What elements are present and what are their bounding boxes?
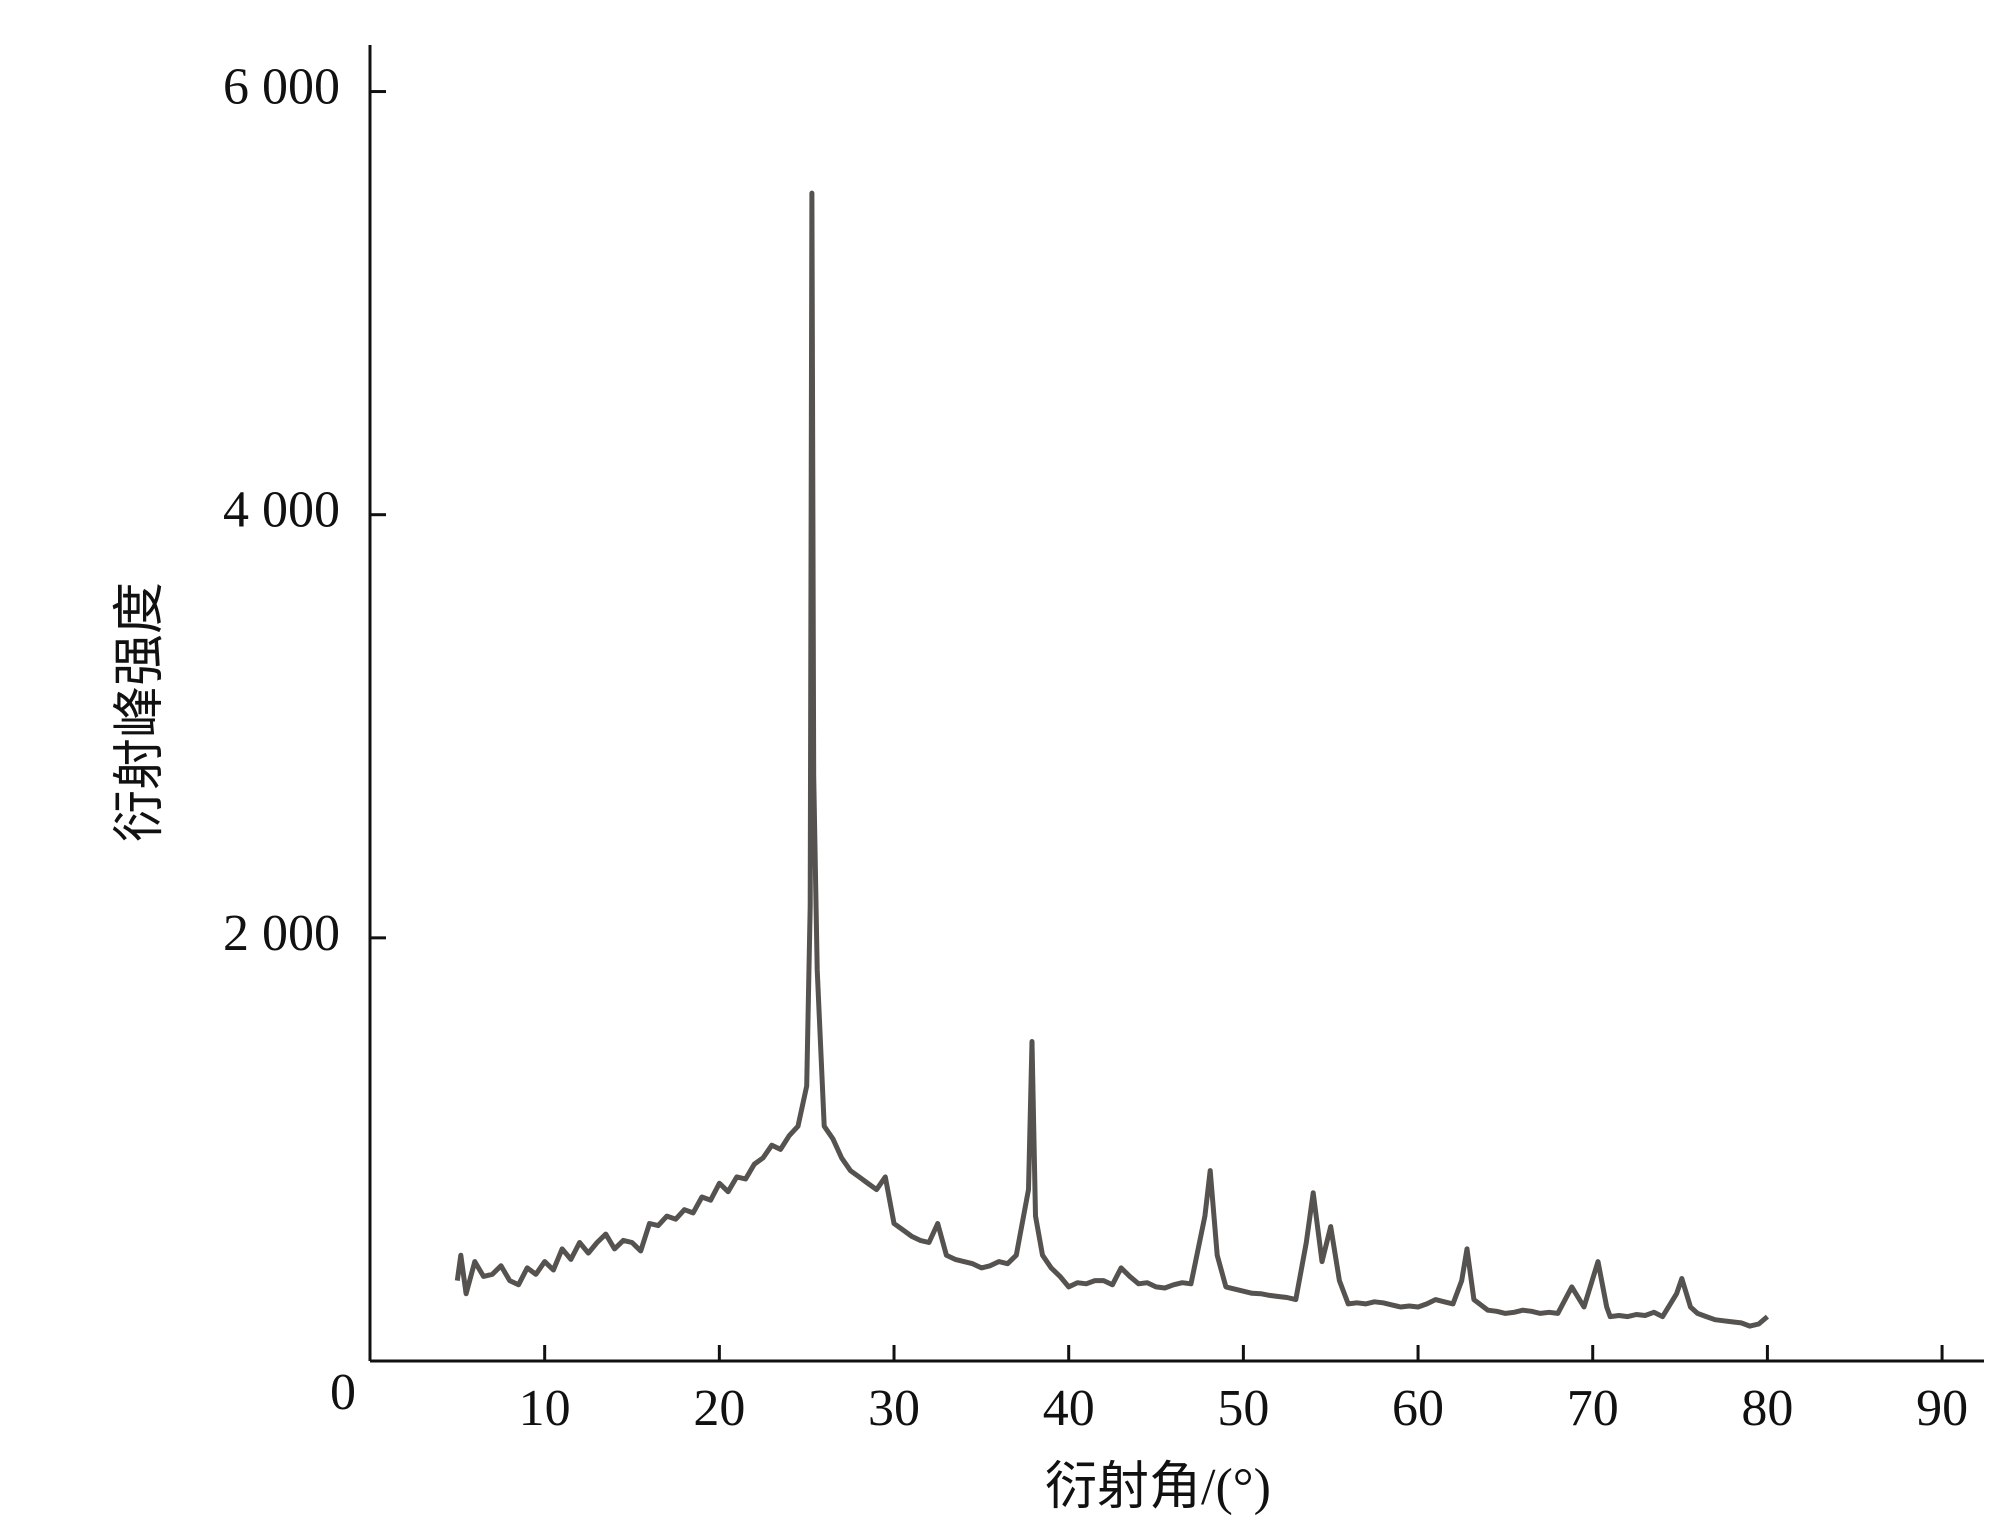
y-tick-label: 4 000	[223, 482, 340, 539]
x-tick-label: 80	[1741, 1380, 1793, 1437]
x-tick-label: 60	[1392, 1380, 1444, 1437]
x-tick-label: 30	[868, 1380, 920, 1437]
x-tick-label: 70	[1567, 1380, 1619, 1437]
x-tick-label: 10	[519, 1380, 571, 1437]
y-tick-label: 6 000	[223, 58, 340, 115]
x-tick-label: 90	[1916, 1380, 1968, 1437]
x-axis-label: 衍射角/(°)	[1045, 1459, 1271, 1516]
y-tick-label: 2 000	[223, 905, 340, 962]
x-tick-label: 40	[1043, 1380, 1095, 1437]
y-axis-label: 衍射峰强度	[112, 582, 169, 842]
y-tick-label: 0	[330, 1364, 356, 1421]
x-tick-label: 50	[1217, 1380, 1269, 1437]
data-line	[454, 190, 1770, 1329]
x-tick-label: 20	[693, 1380, 745, 1437]
